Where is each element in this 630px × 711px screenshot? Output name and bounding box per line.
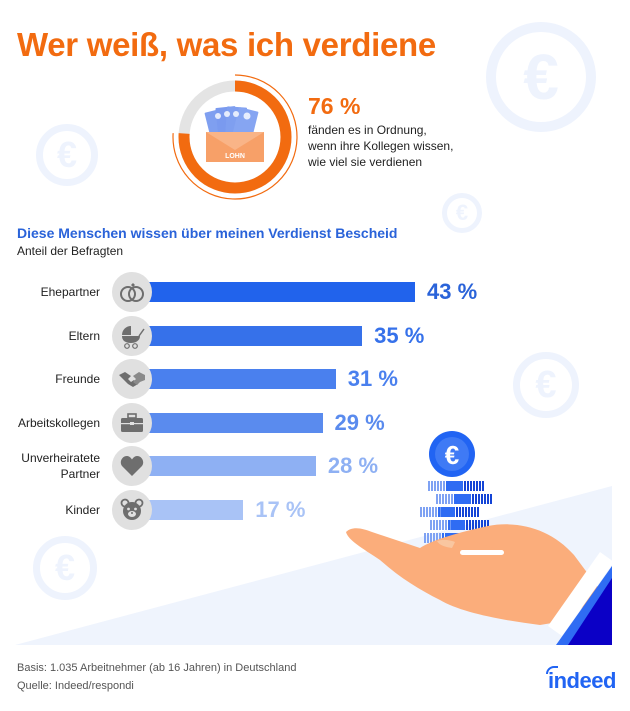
bg-euro-coin-icon: € [36,124,98,186]
kpi-description: fänden es in Ordnung, wenn ihre Kollegen… [308,122,478,170]
bar [131,412,323,433]
category-label-line: Eltern [68,328,100,343]
page-title: Wer weiß, was ich verdiene [17,26,436,63]
bar [131,499,244,520]
category-label: Unverheiratete Partner [21,450,100,482]
indeed-logo[interactable]: indeed [548,668,616,693]
donut-fill [178,80,292,194]
teddy-bear-icon [112,489,152,530]
bg-euro-coin-icon: € [513,352,579,418]
category-label: Arbeitskollegen [18,415,100,431]
stroller-icon [112,315,152,356]
category-label: Eltern [69,328,100,344]
chart-title: Diese Menschen wissen über meinen Verdie… [17,225,398,241]
handshake-icon [112,359,152,399]
bar [131,369,336,389]
kpi-value: 76 % [308,93,361,119]
category-label: Ehepartner [41,284,100,300]
kpi-line: fänden es in Ordnung, [308,123,427,137]
rings-icon [112,272,152,312]
salary-envelope-icon: LOHN [204,106,264,162]
category-label-line: Ehepartner [40,285,100,299]
category-label: Freunde [55,371,100,387]
footer-basis: Basis: 1.035 Arbeitnehmer (ab 16 Jahren)… [17,662,297,674]
chart-subtitle: Anteil der Befragten [17,244,124,258]
indeed-logo-arc [546,666,558,674]
bar-value-label: 31 % [347,366,398,391]
category-label: Kinder [65,502,100,518]
category-label-line: Partner [60,467,100,481]
bar-value-label: 28 % [327,453,379,478]
bar-value-label: 29 % [334,409,385,435]
category-label-line: Unverheiratete [21,451,100,465]
heart-icon [112,446,152,486]
donut-outer-arc [172,74,298,200]
briefcase-icon [112,402,152,443]
bar [131,282,415,302]
bg-euro-coin-icon: € [442,193,482,233]
kpi-line: wenn ihre Kollegen wissen, [308,139,454,153]
category-label-line: Freunde [55,372,100,386]
bar [131,325,363,346]
footer-source: Quelle: Indeed/respondi [17,680,134,692]
bar-value-label: 35 % [374,322,425,348]
bg-euro-coin-icon: € [486,22,596,132]
bar-value-label: 43 % [427,279,478,304]
category-label-line: Kinder [65,502,100,517]
donut-chart: LOHN [172,74,298,200]
kpi-line: wie viel sie verdienen [308,155,423,169]
category-label-line: Arbeitskollegen [17,415,100,430]
kpi-donut: LOHN [170,72,300,202]
envelope-label: LOHN [225,153,245,160]
bar-value-label: 17 % [255,496,306,522]
bar [131,456,316,476]
